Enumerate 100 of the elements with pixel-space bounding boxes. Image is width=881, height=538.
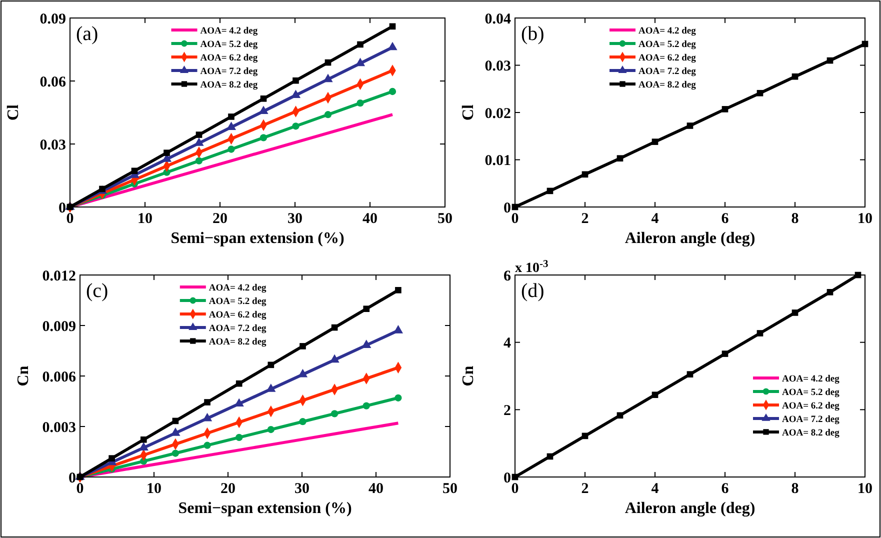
y-tick-label: 0 [58,200,66,216]
annotation: (c) [86,280,108,302]
point [131,168,138,174]
point [356,99,364,107]
legend-label: AOA= 8.2 deg [208,337,267,348]
legend-label: AOA= 5.2 deg [638,40,696,50]
x-axis-title: Aileron angle (deg) [624,500,756,517]
legend-label: AOA= 4.2 deg [638,26,696,36]
point [292,122,300,130]
point [258,106,268,114]
point [172,418,179,424]
point [228,146,235,153]
point [204,442,211,449]
legend-label: AOA= 8.2 deg [638,80,696,90]
point [228,114,234,120]
x-axis-title: Aileron angle (deg) [624,230,756,247]
legend-label: AOA= 4.2 deg [208,283,267,294]
point [546,188,554,194]
x-tick-label: 30 [288,211,302,227]
y-tick-label: 0.012 [42,268,76,284]
legend-label: AOA= 8.2 deg [782,428,840,438]
y-tick-label: 0.02 [484,106,511,122]
point [756,90,764,96]
x-tick-label: 10 [138,211,152,227]
point [324,111,332,118]
y-tick-label: 0.09 [40,11,66,28]
point [686,122,694,129]
x-tick-label: 6 [721,211,730,227]
x-tick-label: 6 [721,481,730,497]
point [204,399,210,406]
x-tick-label: 2 [581,481,589,497]
y-tick-label: 0.003 [42,420,76,436]
x-tick-label: 50 [438,211,452,227]
legend-label: AOA= 4.2 deg [200,26,258,36]
legend-label: AOA= 5.2 deg [208,296,267,307]
annotation: (d) [521,280,544,302]
x-tick-label: 10 [146,481,162,497]
point [323,74,333,82]
point [196,132,202,138]
y-tick-label: 0.06 [40,74,66,90]
annotation: (a) [76,23,98,45]
point [236,434,243,442]
y-axis-title: Cl [5,104,22,120]
point [138,442,148,450]
x-tick-label: 2 [581,211,589,227]
point [362,340,372,348]
x-tick-label: 20 [220,481,236,497]
y-tick-label: 0.006 [42,369,76,386]
y-axis-title: Cn [460,366,477,386]
legend-label: AOA= 5.2 deg [200,40,258,50]
x-tick-label: 4 [651,481,660,497]
x-tick-label: 4 [651,211,660,227]
point [686,371,694,378]
point [330,354,340,363]
point [195,157,203,164]
point [170,428,180,436]
point [260,95,267,102]
legend-label: AOA= 6.2 deg [638,53,696,64]
legend-label: AOA= 7.2 deg [208,324,267,334]
point [722,350,728,357]
point [722,106,728,112]
x-axis-title: Semi−span extension (%) [178,500,352,517]
y-tick-label: 0 [68,470,76,486]
y-tick-label: 4 [504,336,512,352]
annotation: x 10$^{-3}$ [515,258,548,276]
y-tick-label: 0.009 [42,318,76,335]
point [388,88,396,96]
point [388,42,398,50]
point [268,362,274,368]
annotation: (b) [521,23,544,45]
point [826,289,834,296]
x-tick-label: 40 [368,481,384,497]
x-tick-label: 20 [212,211,228,227]
y-tick-label: 6 [504,268,512,284]
y-tick-label: 0.04 [484,11,512,28]
point [616,155,624,162]
x-tick-label: 8 [791,481,799,497]
point [582,171,588,178]
y-tick-label: 2 [504,402,511,419]
legend-label: AOA= 6.2 deg [200,53,258,64]
x-axis-title: Semi−span extension (%) [170,230,344,247]
point [172,450,180,457]
point [267,426,274,434]
x-tick-label: 50 [442,481,458,497]
y-axis-title: Cn [15,366,32,386]
point [389,23,396,30]
legend-label: AOA= 7.2 deg [638,66,696,77]
point [394,394,402,402]
y-tick-label: 0.03 [484,58,511,74]
point [652,392,658,398]
point [331,324,338,331]
point [194,138,204,146]
point [357,41,364,48]
point [164,150,170,156]
point [108,455,115,462]
point [546,453,554,460]
point [226,122,236,130]
x-tick-label: 8 [791,211,799,227]
point [236,380,242,387]
legend-label: AOA= 6.2 deg [782,401,840,412]
